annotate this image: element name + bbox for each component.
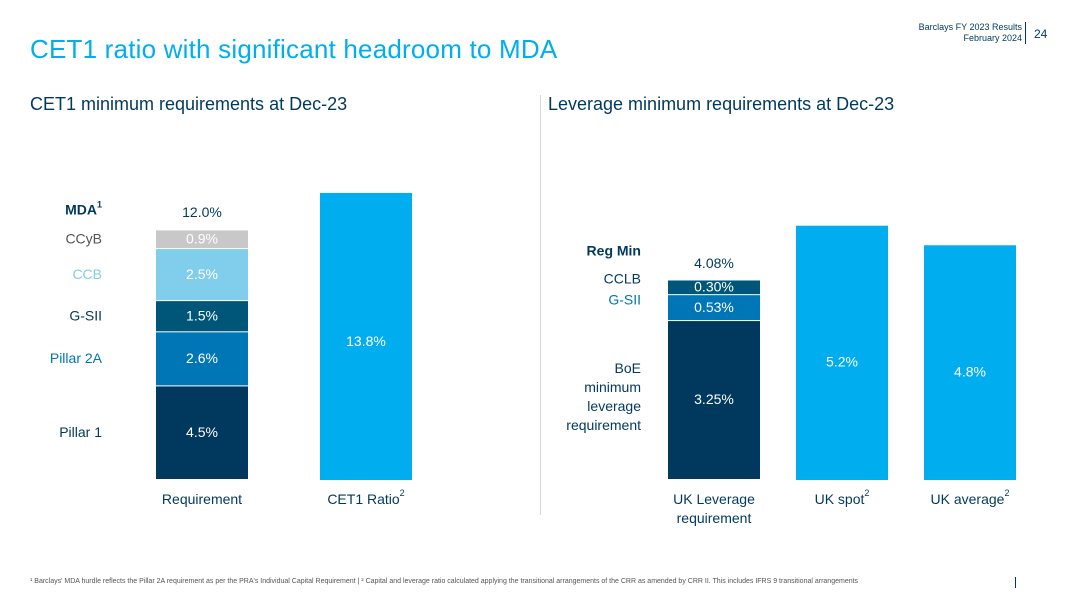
bar-segment-pillar-1 bbox=[156, 386, 248, 479]
category-label-cet1-ratio: CET1 Ratio2 bbox=[327, 488, 404, 506]
row-label-g-sii: G-SII bbox=[69, 307, 102, 323]
data-label-ccb: 2.5% bbox=[186, 266, 218, 282]
data-label-g-sii: 0.53% bbox=[694, 299, 734, 315]
bar-segment-g-sii bbox=[156, 301, 248, 332]
leverage-chart-title: Leverage minimum requirements at Dec-23 bbox=[548, 94, 895, 114]
bar-segment-ccyb bbox=[156, 230, 248, 249]
row-label-mda: MDA1 bbox=[65, 200, 102, 217]
bar-segment-ccb bbox=[156, 249, 248, 301]
page-title: CET1 ratio with significant headroom to … bbox=[30, 34, 558, 64]
footnote: ¹ Barclays' MDA hurdle reflects the Pill… bbox=[30, 578, 859, 585]
report-date-line: February 2024 bbox=[963, 33, 1022, 43]
data-label-uk-spot: 5.2% bbox=[826, 354, 858, 370]
row-label-g-sii: G-SII bbox=[608, 292, 641, 308]
total-label-requirement: 12.0% bbox=[182, 204, 222, 220]
row-label-ccb: CCB bbox=[72, 266, 102, 282]
row-label-cclb: CCLB bbox=[604, 271, 641, 287]
category-label-uk-average: UK average2 bbox=[931, 488, 1010, 506]
cet1-chart-title: CET1 minimum requirements at Dec-23 bbox=[30, 94, 348, 114]
report-header: Barclays FY 2023 Results February 2024 bbox=[919, 22, 1022, 44]
bar-segment-pillar-2a bbox=[156, 332, 248, 386]
header-divider bbox=[1025, 22, 1026, 44]
report-company-line: Barclays FY 2023 Results bbox=[918, 22, 1022, 32]
data-label-boe-minimum-leverage-requirement: 3.25% bbox=[694, 391, 734, 407]
category-label-requirement: Requirement bbox=[162, 491, 242, 507]
bar-uk-spot bbox=[796, 225, 888, 480]
row-label-pillar-2a: Pillar 2A bbox=[50, 350, 103, 366]
data-label-g-sii: 1.5% bbox=[186, 307, 218, 323]
row-label-ccyb: CCyB bbox=[65, 230, 102, 246]
data-label-pillar-2a: 2.6% bbox=[186, 350, 218, 366]
bar-uk-average bbox=[924, 245, 1016, 480]
data-label-uk-average: 4.8% bbox=[954, 363, 986, 379]
bar-segment-boe-minimum-leverage-requirement bbox=[668, 321, 760, 479]
row-label-reg-min: Reg Min bbox=[587, 243, 641, 259]
bar-segment-cclb bbox=[668, 280, 760, 295]
data-label-pillar-1: 4.5% bbox=[186, 424, 218, 440]
row-label-boe-minimum-leverage-requirement: BoE minimum leverage requirement bbox=[566, 360, 641, 433]
footnote-end-bar bbox=[1015, 577, 1016, 588]
row-label-pillar-1: Pillar 1 bbox=[59, 424, 102, 440]
category-label-uk-spot: UK spot2 bbox=[815, 488, 870, 506]
page-number: 24 bbox=[1034, 27, 1048, 41]
category-label-uk-leverage: UK Leverage requirement bbox=[673, 491, 755, 526]
data-label-ccyb: 0.9% bbox=[186, 230, 218, 246]
data-label-cclb: 0.30% bbox=[694, 279, 734, 295]
bar-cet1-ratio bbox=[320, 192, 412, 480]
section-divider bbox=[540, 95, 541, 515]
total-label-uk-leverage: 4.08% bbox=[694, 255, 734, 271]
data-label-cet1-ratio: 13.8% bbox=[346, 333, 386, 349]
bar-segment-g-sii bbox=[668, 295, 760, 321]
